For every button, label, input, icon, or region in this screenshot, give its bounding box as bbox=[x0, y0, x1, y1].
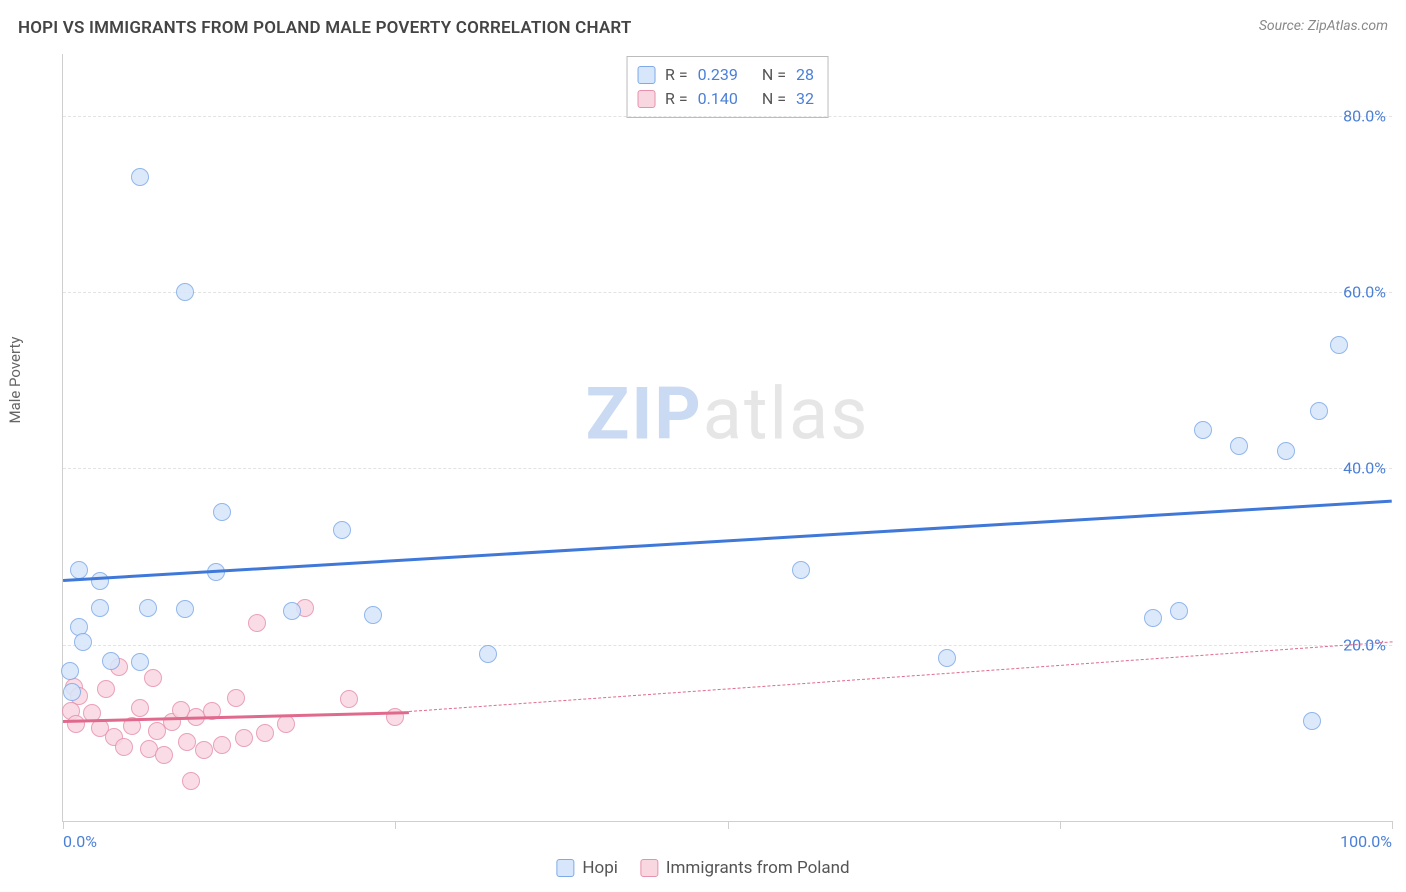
data-point bbox=[256, 724, 274, 742]
gridline bbox=[63, 468, 1392, 469]
r-label: R = bbox=[665, 63, 688, 87]
data-point bbox=[213, 736, 231, 754]
n-value-hopi: 28 bbox=[796, 63, 814, 87]
data-point bbox=[131, 699, 149, 717]
n-label: N = bbox=[762, 87, 786, 111]
watermark-atlas: atlas bbox=[703, 372, 870, 457]
watermark: ZIPatlas bbox=[586, 372, 870, 457]
data-point bbox=[67, 715, 85, 733]
data-point bbox=[91, 599, 109, 617]
data-point bbox=[479, 645, 497, 663]
data-point bbox=[131, 653, 149, 671]
series-legend: Hopi Immigrants from Poland bbox=[556, 858, 849, 878]
chart-container: ZIPatlas R = 0.239 N = 28 R = 0.140 N = … bbox=[14, 54, 1392, 880]
data-point bbox=[144, 669, 162, 687]
data-point bbox=[176, 283, 194, 301]
data-point bbox=[1277, 442, 1295, 460]
swatch-hopi bbox=[556, 859, 574, 877]
legend-row-poland: R = 0.140 N = 32 bbox=[637, 87, 814, 111]
gridline bbox=[63, 292, 1392, 293]
data-point bbox=[1330, 336, 1348, 354]
data-point bbox=[792, 561, 810, 579]
gridline bbox=[63, 116, 1392, 117]
source-label: Source: bbox=[1259, 18, 1304, 34]
y-tick-label: 80.0% bbox=[1343, 106, 1386, 125]
y-tick-label: 60.0% bbox=[1343, 283, 1386, 302]
trend-line bbox=[409, 641, 1393, 712]
n-value-poland: 32 bbox=[796, 87, 814, 111]
data-point bbox=[1310, 402, 1328, 420]
swatch-poland bbox=[640, 859, 658, 877]
legend-item-hopi: Hopi bbox=[556, 858, 618, 878]
n-label: N = bbox=[762, 63, 786, 87]
data-point bbox=[1144, 609, 1162, 627]
data-point bbox=[227, 689, 245, 707]
data-point bbox=[178, 733, 196, 751]
x-tick bbox=[1060, 821, 1061, 829]
data-point bbox=[115, 738, 133, 756]
y-axis-label: Male Poverty bbox=[6, 337, 24, 424]
data-point bbox=[277, 715, 295, 733]
gridline bbox=[63, 645, 1392, 646]
legend-row-hopi: R = 0.239 N = 28 bbox=[637, 63, 814, 87]
x-tick bbox=[395, 821, 396, 829]
legend-label-hopi: Hopi bbox=[582, 858, 618, 878]
trend-line bbox=[63, 499, 1392, 581]
data-point bbox=[155, 746, 173, 764]
data-point bbox=[213, 503, 231, 521]
swatch-poland bbox=[637, 90, 655, 108]
r-label: R = bbox=[665, 87, 688, 111]
data-point bbox=[235, 729, 253, 747]
y-tick-label: 40.0% bbox=[1343, 459, 1386, 478]
chart-title: HOPI VS IMMIGRANTS FROM POLAND MALE POVE… bbox=[18, 18, 632, 38]
data-point bbox=[1194, 421, 1212, 439]
data-point bbox=[182, 772, 200, 790]
data-point bbox=[61, 662, 79, 680]
data-point bbox=[131, 168, 149, 186]
swatch-hopi bbox=[637, 66, 655, 84]
plot-area: ZIPatlas R = 0.239 N = 28 R = 0.140 N = … bbox=[62, 54, 1392, 822]
correlation-legend: R = 0.239 N = 28 R = 0.140 N = 32 bbox=[626, 56, 829, 118]
source-name: ZipAtlas.com bbox=[1308, 18, 1388, 34]
source-credit: Source: ZipAtlas.com bbox=[1259, 18, 1388, 34]
data-point bbox=[63, 683, 81, 701]
data-point bbox=[139, 599, 157, 617]
data-point bbox=[938, 649, 956, 667]
data-point bbox=[1230, 437, 1248, 455]
data-point bbox=[70, 561, 88, 579]
data-point bbox=[364, 606, 382, 624]
data-point bbox=[195, 741, 213, 759]
data-point bbox=[340, 690, 358, 708]
data-point bbox=[97, 680, 115, 698]
trend-line bbox=[63, 711, 409, 723]
r-value-poland: 0.140 bbox=[698, 87, 738, 111]
data-point bbox=[1303, 712, 1321, 730]
x-tick bbox=[63, 821, 64, 829]
x-tick-label: 0.0% bbox=[63, 832, 97, 851]
x-tick bbox=[1392, 821, 1393, 829]
data-point bbox=[74, 633, 92, 651]
r-value-hopi: 0.239 bbox=[698, 63, 738, 87]
x-tick bbox=[728, 821, 729, 829]
watermark-zip: ZIP bbox=[586, 372, 703, 457]
data-point bbox=[176, 600, 194, 618]
data-point bbox=[283, 602, 301, 620]
x-tick-label: 100.0% bbox=[1340, 832, 1392, 851]
legend-label-poland: Immigrants from Poland bbox=[666, 858, 850, 878]
data-point bbox=[333, 521, 351, 539]
data-point bbox=[1170, 602, 1188, 620]
legend-item-poland: Immigrants from Poland bbox=[640, 858, 850, 878]
data-point bbox=[248, 614, 266, 632]
data-point bbox=[102, 652, 120, 670]
data-point bbox=[91, 572, 109, 590]
